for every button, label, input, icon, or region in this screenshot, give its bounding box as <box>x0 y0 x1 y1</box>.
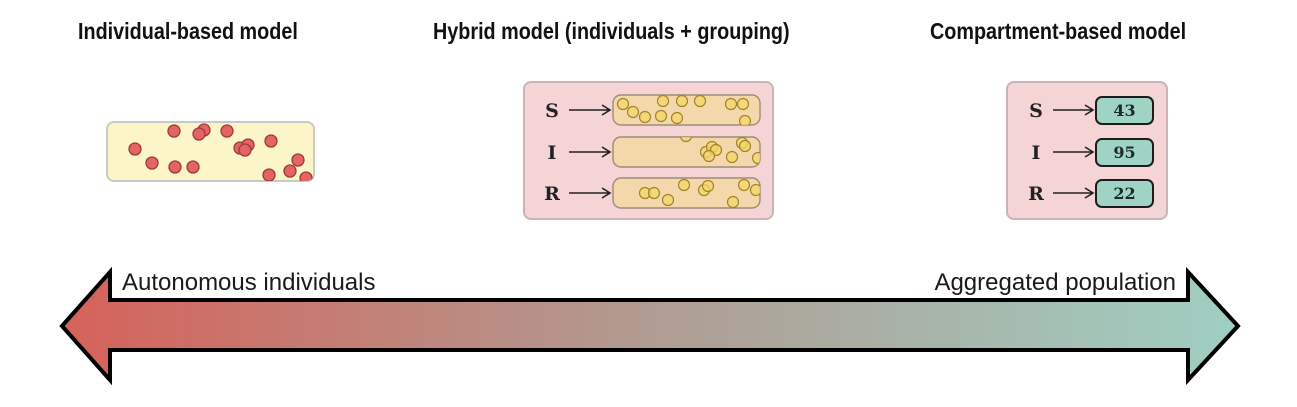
hybrid-model-panel: S I R <box>523 81 774 220</box>
arrow-right-label: Aggregated population <box>934 269 1176 296</box>
hybrid-group-r <box>612 177 761 209</box>
hybrid-label-s: S <box>545 100 559 122</box>
count-box-r: 22 <box>1095 179 1154 208</box>
individual-dots <box>128 123 313 181</box>
hybrid-arrows <box>569 104 612 199</box>
count-i: 95 <box>1113 143 1135 162</box>
hybrid-group-i <box>612 136 761 168</box>
hybrid-group-s <box>612 94 761 126</box>
compartment-model-title: Compartment-based model <box>930 18 1187 44</box>
compartment-label-i: I <box>1032 142 1041 164</box>
spectrum-arrow: Autonomous individuals Aggregated popula… <box>59 266 1241 386</box>
compartment-label-r: R <box>1028 183 1044 205</box>
count-box-i: 95 <box>1095 138 1154 167</box>
count-s: 43 <box>1113 101 1135 120</box>
arrow-left-label: Autonomous individuals <box>122 269 376 296</box>
compartment-arrows <box>1053 104 1095 199</box>
hybrid-label-i: I <box>548 142 557 164</box>
individual-model-title: Individual-based model <box>78 18 298 44</box>
compartment-model-panel: S I R 43 95 22 <box>1006 81 1168 220</box>
hybrid-model-title: Hybrid model (individuals + grouping) <box>433 18 790 44</box>
individual-model-panel <box>106 121 315 182</box>
count-r: 22 <box>1113 184 1135 203</box>
compartment-label-s: S <box>1029 100 1043 122</box>
count-box-s: 43 <box>1095 96 1154 125</box>
hybrid-label-r: R <box>544 183 560 205</box>
